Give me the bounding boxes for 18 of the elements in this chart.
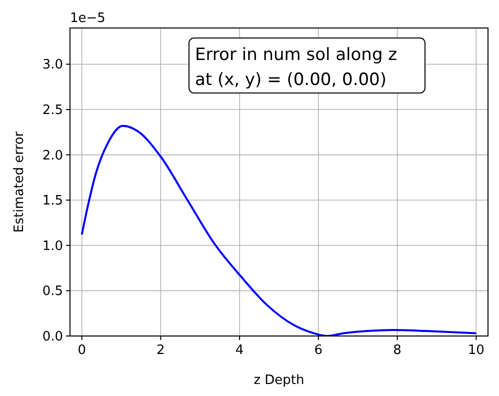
line-series <box>80 124 478 336</box>
y-tick-label: 2.0 <box>42 148 63 164</box>
text: 1e−5 <box>70 11 106 26</box>
x-axis-title: z Depth <box>254 373 304 388</box>
x-tick-label: 0 <box>78 343 86 358</box>
annotation: Error in num sol along z at (x, y) = (0.00, 0.00) <box>195 45 398 90</box>
y-tick-label: 2.5 <box>42 103 63 118</box>
x-tick-label: 10 <box>468 343 484 358</box>
y-tick-label: 3.0 <box>42 58 63 73</box>
y-tick-label: 1.5 <box>42 194 63 209</box>
y-tick-label: 0.0 <box>42 330 63 344</box>
x-tick-label: 2 <box>156 343 165 358</box>
y-tick-label: 0.5 <box>42 284 63 300</box>
x-tick-label: 4 <box>235 343 244 358</box>
y-tick-label: 1.0 <box>42 238 63 254</box>
x-tick-label: 8 <box>393 343 402 358</box>
x-tick-label: 6 <box>314 343 323 358</box>
y-axis-title: Estimated error <box>12 130 27 233</box>
